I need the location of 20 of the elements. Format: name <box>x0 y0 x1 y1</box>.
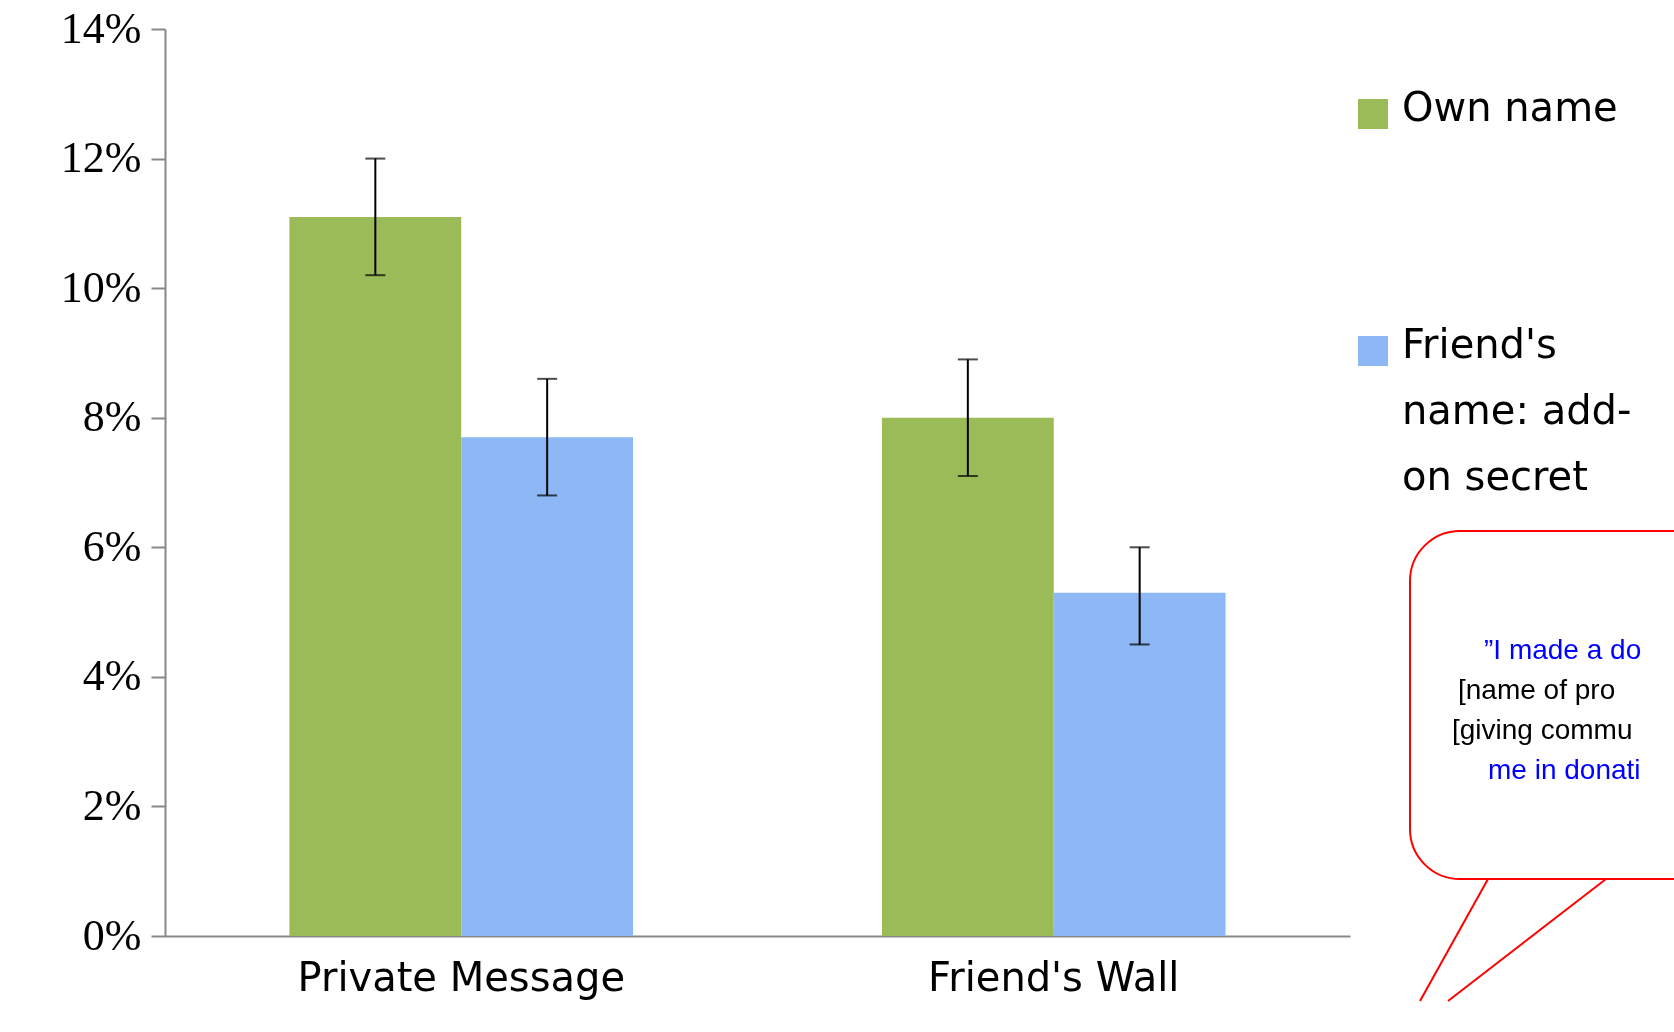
x-tick-label: Private Message <box>297 953 625 1000</box>
bar <box>881 417 1054 936</box>
text: [giving commu <box>1452 714 1633 745</box>
y-tick-label: 2% <box>82 780 142 830</box>
legend-label: Own name <box>1402 84 1618 130</box>
y-tick-label: 8% <box>82 392 142 442</box>
y-tick-label: 12% <box>60 133 142 183</box>
legend-label: Friend's name: add-on secret <box>1402 321 1632 499</box>
y-tick-label: 4% <box>82 651 142 701</box>
bar <box>461 437 634 936</box>
y-tick-label: 6% <box>82 521 142 571</box>
y-tick-label: 0% <box>82 910 142 960</box>
text: ”I made a do <box>1484 634 1642 665</box>
text: me in donati <box>1488 754 1641 785</box>
bar <box>1053 592 1226 936</box>
y-tick-label: 14% <box>60 3 142 53</box>
bar <box>289 216 462 936</box>
x-tick-label: Friend's Wall <box>928 953 1180 1000</box>
text: [name of pro <box>1458 674 1616 705</box>
y-tick-label: 10% <box>60 262 142 312</box>
